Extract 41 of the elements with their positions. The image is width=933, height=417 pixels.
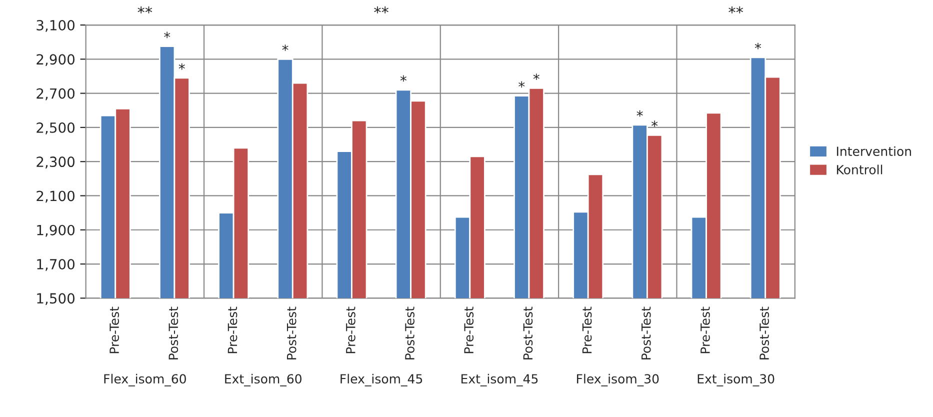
x-tick-label: Post-Test <box>168 306 178 360</box>
y-tick-label: 1,900 <box>37 224 74 237</box>
text: ** <box>138 6 152 14</box>
data-label: * <box>178 63 185 70</box>
x-tick-label: Post-Test <box>642 306 651 360</box>
text: Ext_isom_60 <box>225 374 302 386</box>
x-tick-label: Post-Test <box>523 306 533 360</box>
x-tick-label: Pre-Test <box>700 306 710 354</box>
y-tick-label: 1,700 <box>37 258 74 271</box>
y-tick-label: 3,100 <box>36 20 74 32</box>
y-tick-label: 2,500 <box>36 122 74 134</box>
data-label: * <box>400 75 406 82</box>
text: Flex_isom_30 <box>577 374 659 386</box>
data-label: * <box>164 32 170 38</box>
y-tick-label: 2,100 <box>36 190 74 203</box>
legend-label: Intervention <box>836 146 911 156</box>
data-label: * <box>636 110 643 117</box>
x-tick-label: Pre-Test <box>582 306 592 354</box>
text: Flex_isom_60 <box>104 374 186 386</box>
text: Flex_isom_45 <box>340 374 422 386</box>
x-tick-label: Pre-Test <box>110 306 120 354</box>
y-tick-label: 2,300 <box>36 156 74 168</box>
x-tick-label: Pre-Test <box>228 306 238 354</box>
x-tick-label: Pre-Test <box>464 306 474 354</box>
text: ** <box>728 6 744 14</box>
data-label: * <box>754 42 762 50</box>
x-tick-label: Post-Test <box>405 306 414 360</box>
x-tick-label: Post-Test <box>286 306 296 360</box>
text: Ext_isom_45 <box>461 374 538 386</box>
y-tick-label: 1,500 <box>37 293 74 306</box>
text: Ext_isom_30 <box>698 374 774 386</box>
data-label: * <box>282 44 288 51</box>
data-label: * <box>652 120 658 127</box>
y-tick-label: 2,700 <box>36 88 74 100</box>
y-tick-label: 2,900 <box>36 54 74 66</box>
text: ** <box>374 6 388 14</box>
x-tick-label: Post-Test <box>760 306 769 360</box>
data-label: * <box>518 81 525 88</box>
legend-label: Kontroll <box>836 164 882 174</box>
x-tick-label: Pre-Test <box>346 306 356 354</box>
data-label: * <box>533 74 540 80</box>
